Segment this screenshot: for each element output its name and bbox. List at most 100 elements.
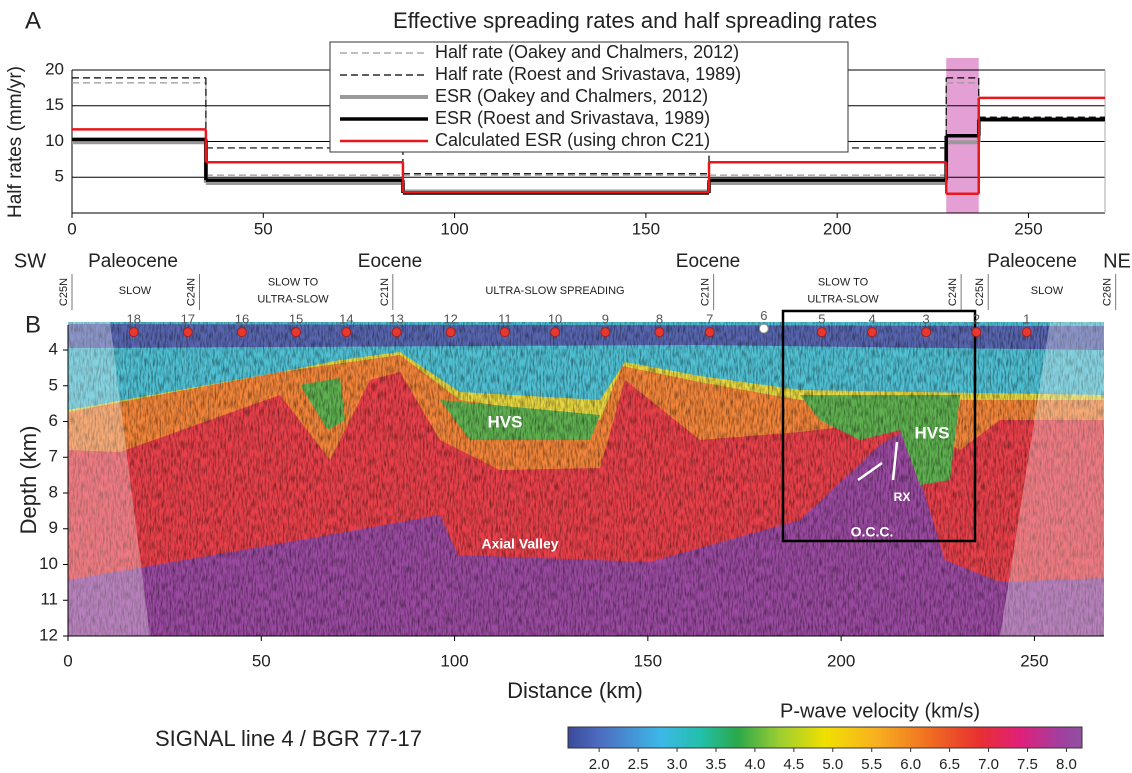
colorbar-ticks: 2.0 2.5 3.0 3.5 4.0 4.5 5.0 5.5 6.0 6.5 7.0 7.5 8.0 [589,748,1077,773]
station-label: 3 [923,312,930,327]
rx-line [857,461,883,482]
legend-label: ESR (Roest and Srivastava, 1989) [435,108,710,128]
epoch-label: Paleocene [987,251,1077,272]
chron-label: C25N [974,278,986,306]
epoch-label: Eocene [358,251,422,272]
station-label: 8 [656,312,663,327]
x-tick-label: 200 [823,219,851,238]
feature-label: Axial Valley [481,536,558,552]
colorbar-tick-label: 2.5 [628,756,649,773]
x-tick-label: 50 [254,219,273,238]
station-marker [758,323,769,334]
direction-label: SW [14,250,46,272]
direction-label: NE [1103,250,1131,272]
x-tick-label: 100 [440,219,468,238]
feature-label: RX [894,490,911,504]
y-tick-label: 8 [49,482,58,501]
feature-label: O.C.C. [851,524,894,540]
zone-label: SLOW TO [268,276,319,288]
x-tick-label: 100 [440,651,468,670]
station-label: 16 [235,312,249,327]
colorbar-tick-label: 4.5 [783,756,804,773]
colorbar-tick-label: 6.5 [939,756,960,773]
station-marker [971,327,982,338]
chron-label: C24N [185,278,197,306]
station-label: 1 [1023,312,1030,327]
colorbar-tick-label: 5.0 [822,756,843,773]
zone-label: ULTRA-SLOW [807,293,879,305]
rx-line [891,441,899,481]
colorbar [567,726,1083,749]
y-tick-label: 5 [49,375,58,394]
station-label: 5 [818,312,825,327]
colorbar-tick-label: 3.0 [667,756,688,773]
caption: SIGNAL line 4 / BGR 77-17 [155,726,422,751]
station-marker [391,327,402,338]
x-tick-label: 250 [1020,651,1048,670]
y-tick-label: 5 [55,167,64,186]
velocity-section [68,322,1104,636]
station-label: 18 [126,312,140,327]
station-marker [291,327,302,338]
epoch-label: Eocene [676,251,740,272]
legend-label: Half rate (Oakey and Chalmers, 2012) [435,42,739,62]
station-marker [654,327,665,338]
x-tick-label: 50 [252,651,271,670]
legend-label: Half rate (Roest and Srivastava, 1989) [435,64,741,84]
station-label: 2 [973,312,980,327]
y-axis-title: Depth (km) [16,426,41,535]
y-tick-label: 12 [39,625,58,644]
zone-labels: SLOW SLOW TO ULTRA-SLOW ULTRA-SLOW SPREADIN… [119,276,1064,305]
y-axis-title: Half rates (mm/yr) [5,66,26,218]
station-marker [128,327,139,338]
station-label: 13 [389,312,403,327]
station-marker [445,327,456,338]
zone-label: ULTRA-SLOW [257,293,329,305]
highlight-box [781,309,977,543]
x-tick-label: 250 [1014,219,1042,238]
zone-label: ULTRA-SLOW SPREADING [485,285,624,297]
chron-label: C25N [58,278,70,306]
legend-label: Calculated ESR (using chron C21) [435,130,710,150]
colorbar-tick-label: 6.0 [900,756,921,773]
feature-label: HVS [915,423,950,442]
station-label: 7 [706,312,713,327]
x-tick-label: 150 [632,219,660,238]
colorbar-tick-label: 5.5 [861,756,882,773]
station-label: 15 [289,312,303,327]
y-tick-label: 10 [45,131,64,150]
y-tick-label: 15 [45,95,64,114]
y-tick-label: 4 [49,340,58,359]
y-tick-label: 6 [49,411,58,430]
station-label: 9 [602,312,609,327]
y-tick-label: 11 [40,590,58,609]
station-marker [816,327,827,338]
y-tick-label: 20 [45,59,64,78]
panel-label: B [25,311,41,338]
zone-label: SLOW [119,285,152,297]
colorbar-tick-label: 7.5 [1017,756,1038,773]
chron-label: C26N [1102,278,1114,306]
chron-label: C24N [947,278,959,306]
colorbar-title: P-wave velocity (km/s) [780,700,980,722]
station-label: 4 [868,312,875,327]
colorbar-tick-label: 7.0 [978,756,999,773]
feature-label: HVS [488,412,523,431]
x-tick-label: 200 [827,651,855,670]
y-tick-label: 10 [39,554,58,573]
x-tick-label: 0 [63,651,72,670]
colorbar-tick-label: 8.0 [1056,756,1077,773]
epoch-label: Paleocene [88,251,178,272]
colorbar-tick-label: 4.0 [744,756,765,773]
station-label: 6 [760,308,767,323]
station-marker [1021,327,1032,338]
station-marker [600,327,611,338]
panel-label: A [25,7,41,34]
colorbar-tick-label: 2.0 [589,756,610,773]
x-axis-title: Distance (km) [507,678,643,703]
station-label: 12 [443,312,457,327]
station-marker [341,327,352,338]
y-tick-label: 7 [49,447,58,466]
